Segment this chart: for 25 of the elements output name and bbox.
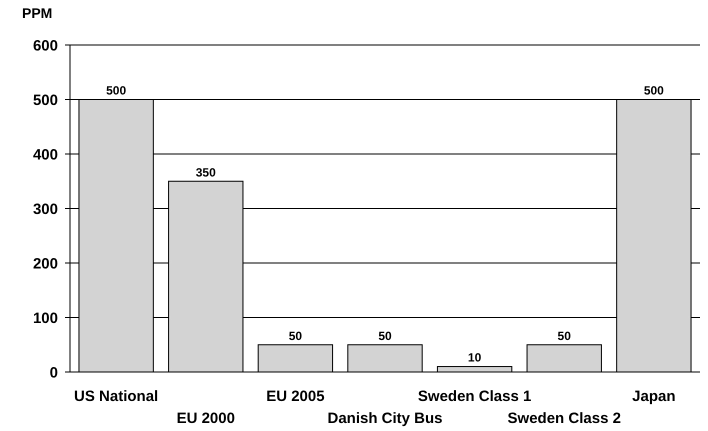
y-tick-label: 600 [32,37,58,54]
x-tick-label: EU 2000 [176,410,235,427]
bar [526,344,602,372]
y-tick-label: 300 [32,200,58,218]
data-label: 10 [468,350,482,365]
y-tick-label: 500 [32,92,58,109]
x-tick-label: EU 2005 [266,388,325,405]
x-tick-label: Sweden Class 2 [508,410,621,427]
y-tick-label: 200 [32,255,58,272]
data-label: 50 [288,328,302,343]
x-tick-label: Sweden Class 1 [418,388,532,405]
y-axis-title: PPM [22,5,52,21]
y-tick-label: 0 [50,364,58,382]
data-label: 500 [106,84,126,98]
y-tick-label: 400 [32,146,58,164]
data-label: 50 [558,328,572,343]
bar [258,344,334,372]
data-label: 350 [196,165,216,180]
data-label: 500 [644,84,664,98]
x-tick-label: Japan [632,388,676,405]
y-tick-label: 100 [32,310,58,327]
x-tick-label: Danish City Bus [327,410,443,427]
x-tick-label: US National [74,388,158,405]
data-label: 50 [378,328,392,343]
bar [347,344,423,372]
